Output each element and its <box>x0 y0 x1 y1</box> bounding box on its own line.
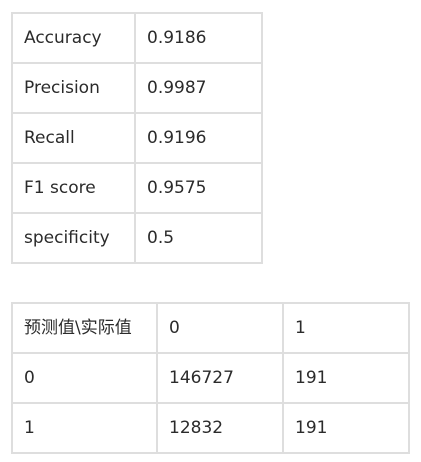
metric-value: 0.9196 <box>134 112 263 164</box>
table-row: Accuracy 0.9186 <box>11 12 263 64</box>
table-header-row: 预测值\实际值 0 1 <box>11 302 410 354</box>
table-row: Precision 0.9987 <box>11 62 263 114</box>
metric-value: 0.5 <box>134 212 263 264</box>
metric-value: 0.9987 <box>134 62 263 114</box>
header-actual-0: 0 <box>156 302 284 354</box>
header-actual-1: 1 <box>282 302 410 354</box>
table-row: F1 score 0.9575 <box>11 162 263 214</box>
count-cell: 12832 <box>156 402 284 454</box>
table-row: 1 12832 191 <box>11 402 410 454</box>
header-corner-cell: 预测值\实际值 <box>11 302 158 354</box>
count-cell: 146727 <box>156 352 284 404</box>
predicted-label-cell: 0 <box>11 352 158 404</box>
metric-label: Accuracy <box>11 12 136 64</box>
metric-value: 0.9186 <box>134 12 263 64</box>
metric-label: Recall <box>11 112 136 164</box>
predicted-label-cell: 1 <box>11 402 158 454</box>
count-cell: 191 <box>282 352 410 404</box>
metric-label: F1 score <box>11 162 136 214</box>
confusion-matrix-table: 预测值\实际值 0 1 0 146727 191 1 12832 191 <box>11 302 410 454</box>
metric-label: specificity <box>11 212 136 264</box>
metrics-table: Accuracy 0.9186 Precision 0.9987 Recall … <box>11 12 263 264</box>
table-row: 0 146727 191 <box>11 352 410 404</box>
metric-label: Precision <box>11 62 136 114</box>
count-cell: 191 <box>282 402 410 454</box>
metric-value: 0.9575 <box>134 162 263 214</box>
table-row: specificity 0.5 <box>11 212 263 264</box>
table-row: Recall 0.9196 <box>11 112 263 164</box>
